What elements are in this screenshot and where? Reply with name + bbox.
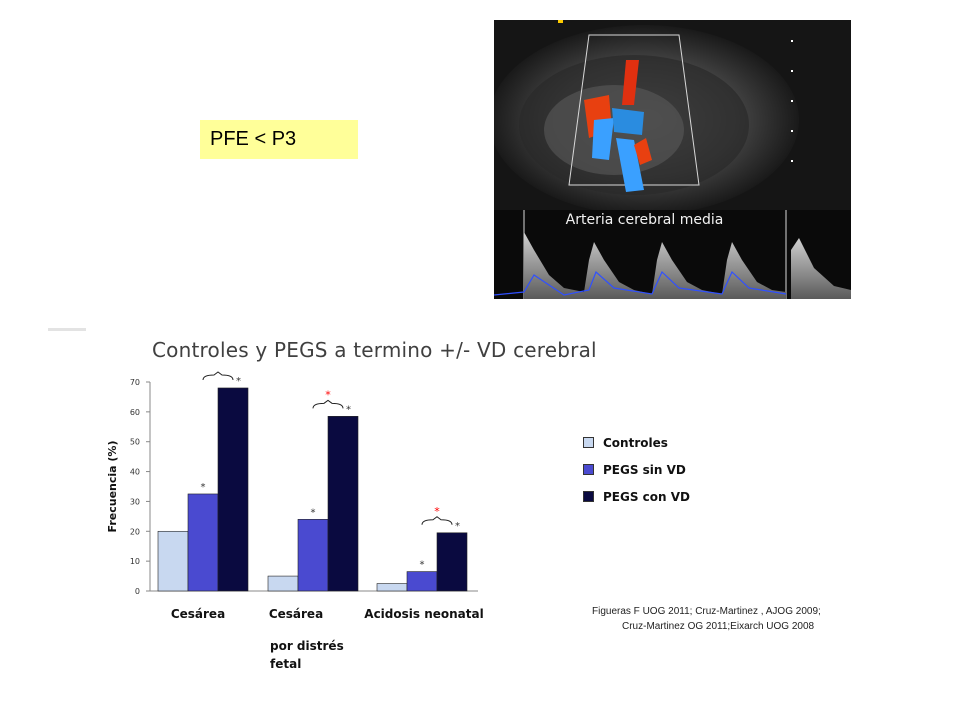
y-tick-label: 10 <box>130 557 140 566</box>
legend-label: PEGS con VD <box>603 489 690 504</box>
chart-title: Controles y PEGS a termino +/- VD cerebr… <box>152 338 597 362</box>
y-tick-label: 50 <box>130 438 140 447</box>
significance-bracket <box>202 371 234 381</box>
ultrasound-graphic <box>494 20 851 299</box>
legend-swatch <box>583 491 594 502</box>
bar <box>187 493 219 592</box>
bar <box>376 583 408 592</box>
chart-legend: Controles PEGS sin VD PEGS con VD <box>583 436 690 517</box>
y-tick-label: 70 <box>130 378 140 387</box>
reference-line: Cruz-Martinez OG 2011;Eixarch UOG 2008 <box>622 621 815 632</box>
significance-bracket <box>421 516 453 525</box>
significance-star-red: * <box>215 370 221 373</box>
legend-item: Controles <box>583 435 690 450</box>
significance-bracket <box>312 399 344 409</box>
ultrasound-image: Arteria cerebral media <box>494 20 851 299</box>
significance-star: * <box>201 482 206 493</box>
significance-star: * <box>311 507 316 518</box>
bar <box>217 387 249 592</box>
significance-star: * <box>346 404 351 415</box>
bar <box>267 575 299 592</box>
bar <box>327 416 359 592</box>
bar <box>297 519 329 592</box>
ultrasound-caption: Arteria cerebral media <box>565 212 724 228</box>
bar <box>406 571 438 592</box>
references: Figueras F UOG 2011; Cruz-Martinez , AJO… <box>592 604 821 634</box>
category-label: Cesárea <box>171 607 225 621</box>
pfe-label-box: PFE < P3 <box>200 120 358 159</box>
category-label: Cesárea <box>269 607 323 621</box>
bar-chart: 0 10 20 30 40 50 60 70 Frecuencia (%) * * * * * * * * * Ce… <box>106 370 484 671</box>
y-tick-label: 30 <box>130 497 140 506</box>
category-sublabel: por distrés <box>270 639 344 653</box>
y-tick-label: 0 <box>135 587 140 596</box>
category-label: Acidosis neonatal <box>364 607 483 621</box>
significance-star: * <box>420 560 425 571</box>
reference-line: Figueras F UOG 2011; Cruz-Martinez , AJO… <box>592 606 821 617</box>
significance-star: * <box>455 521 460 532</box>
legend-label: PEGS sin VD <box>603 462 686 477</box>
y-tick-label: 60 <box>130 408 140 417</box>
category-sublabel: fetal <box>270 657 301 671</box>
bar <box>436 532 468 592</box>
legend-swatch <box>583 464 594 475</box>
pfe-label-text: PFE < P3 <box>210 128 297 150</box>
significance-star-red: * <box>325 388 331 401</box>
legend-item: PEGS con VD <box>583 489 690 504</box>
y-tick-label: 20 <box>130 527 140 536</box>
legend-swatch <box>583 437 594 448</box>
legend-label: Controles <box>603 435 668 450</box>
decorative-line <box>48 328 86 331</box>
y-tick-label: 40 <box>130 468 140 477</box>
legend-item: PEGS sin VD <box>583 462 690 477</box>
significance-star-red: * <box>434 505 440 518</box>
bar <box>157 530 189 592</box>
significance-star: * <box>236 376 241 387</box>
y-axis-label: Frecuencia (%) <box>106 441 119 533</box>
